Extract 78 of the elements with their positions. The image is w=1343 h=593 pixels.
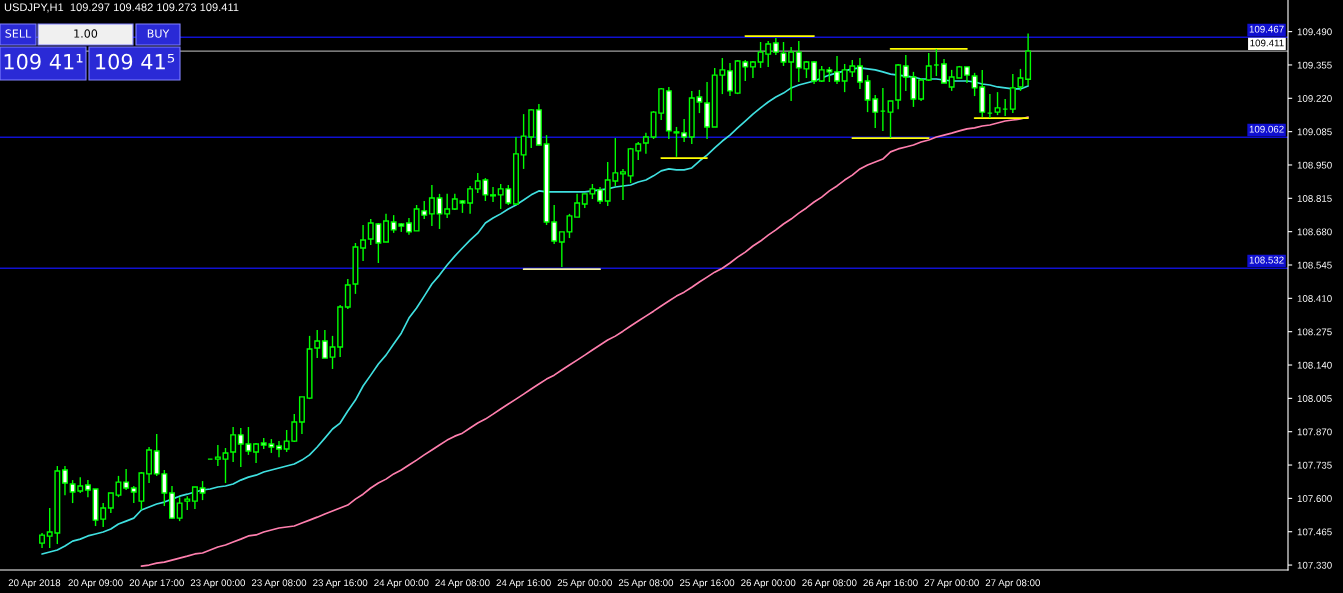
y-tick-label: 109.355 (1297, 61, 1332, 69)
chart-title: USDJPY,H1 109.297 109.482 109.273 109.411 (4, 3, 239, 13)
y-tick-label: 108.275 (1297, 328, 1332, 336)
candlestick (123, 468, 130, 491)
candlestick (490, 186, 497, 203)
y-tick-label: 108.005 (1297, 395, 1332, 402)
candlestick (321, 329, 328, 359)
x-tick-label: 23 Apr 16:00 (313, 579, 368, 589)
x-tick-label: 26 Apr 00:00 (741, 579, 796, 589)
candlestick (146, 446, 153, 484)
y-tick-label: 107.600 (1297, 495, 1332, 502)
candlestick (619, 168, 626, 201)
x-tick-label: 23 Apr 00:00 (190, 579, 246, 589)
x-tick-label: 27 Apr 08:00 (985, 579, 1041, 589)
candlestick (329, 335, 336, 370)
candlestick (176, 496, 183, 522)
candlestick (428, 184, 435, 227)
candlestick (253, 442, 260, 464)
candlestick (834, 55, 840, 85)
y-tick-label: 108.410 (1297, 295, 1332, 302)
x-tick-label: 20 Apr 17:00 (129, 579, 184, 589)
candlestick (788, 46, 795, 102)
y-tick-label: 108.950 (1297, 161, 1332, 169)
y-tick-label: 109.490 (1297, 28, 1332, 36)
candlestick (727, 62, 733, 97)
candlestick (383, 213, 390, 243)
candlestick (704, 81, 711, 140)
candlestick (811, 60, 818, 85)
candlestick (994, 91, 1001, 116)
x-tick-label: 20 Apr 2018 (8, 579, 61, 589)
x-tick-label: 24 Apr 08:00 (435, 579, 490, 589)
annotation: BUY (147, 29, 170, 38)
y-tick-label: 108.680 (1297, 228, 1332, 236)
candlestick (191, 486, 198, 510)
annotation: SELL (5, 29, 32, 38)
candlestick (222, 447, 229, 484)
y-tick-label: 107.735 (1297, 461, 1332, 469)
candlestick (574, 193, 581, 218)
ref-line-label: 109.467 (1249, 25, 1284, 33)
y-tick-label: 109.085 (1297, 128, 1332, 136)
ref-line-label: 109.411 (1250, 39, 1284, 47)
y-tick-label: 108.140 (1297, 361, 1332, 369)
x-tick-label: 25 Apr 16:00 (679, 579, 735, 589)
x-tick-label: 25 Apr 08:00 (618, 579, 674, 589)
candlestick (918, 77, 925, 102)
x-tick-label: 24 Apr 00:00 (374, 579, 429, 589)
y-tick-label: 107.330 (1297, 561, 1332, 569)
ref-line-label: 108.532 (1249, 256, 1284, 264)
y-tick-label: 109.220 (1297, 95, 1332, 102)
x-tick-label: 26 Apr 16:00 (863, 579, 918, 589)
x-tick-label: 24 Apr 16:00 (496, 579, 551, 589)
candlestick (199, 480, 206, 501)
y-tick-label: 108.815 (1297, 195, 1332, 202)
candlestick (230, 426, 237, 463)
line-series (140, 116, 1029, 567)
candlestick (276, 440, 282, 458)
candlestick (856, 57, 863, 90)
annotation: 1.00 (74, 29, 98, 38)
ref-line-label: 109.062 (1249, 125, 1284, 133)
annotation: 109 41⁵ (96, 53, 175, 70)
x-tick-label: 23 Apr 08:00 (251, 579, 307, 589)
y-tick-label: 107.870 (1297, 428, 1332, 436)
x-tick-label: 26 Apr 08:00 (802, 579, 857, 589)
y-tick-label: 107.465 (1297, 528, 1332, 536)
x-tick-label: 27 Apr 00:00 (924, 579, 979, 589)
candlestick (467, 185, 474, 215)
annotation: 109 41¹ (4, 53, 83, 70)
candlestick (61, 465, 68, 496)
candlestick (681, 118, 688, 143)
candlestick (925, 52, 932, 82)
candlestick (360, 224, 367, 262)
candlestick (214, 444, 221, 467)
candlestick (642, 132, 649, 155)
candlestick (780, 41, 787, 67)
x-tick-label: 25 Apr 00:00 (557, 579, 612, 589)
x-tick-label: 20 Apr 09:00 (68, 579, 123, 589)
y-tick-label: 108.545 (1297, 261, 1332, 269)
candlestick (941, 58, 948, 84)
